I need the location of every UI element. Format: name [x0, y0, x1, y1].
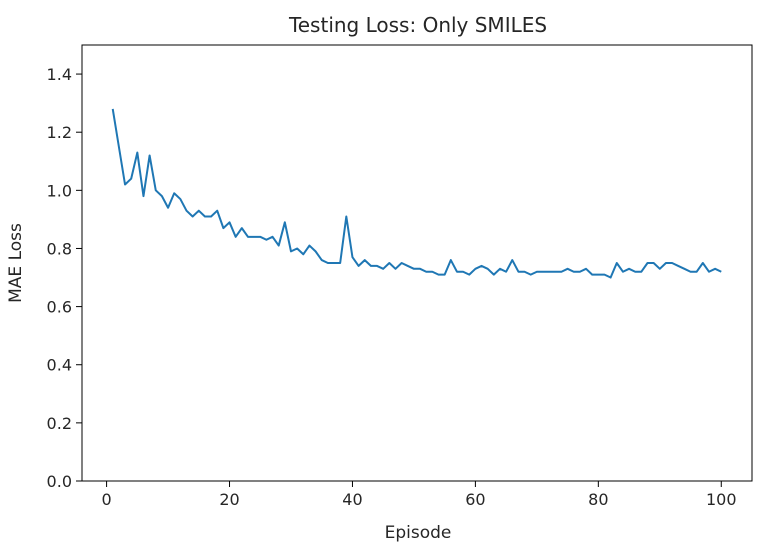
y-axis: 0.0 0.2 0.4 0.6 0.8 1.0 1.2 1.4: [47, 65, 82, 491]
x-axis-label: Episode: [385, 523, 452, 543]
plot-area: [111, 108, 722, 279]
y-tick-label: 1.4: [47, 65, 72, 84]
x-axis: 0 20 40 60 80 100: [101, 481, 737, 509]
x-tick-label: 0: [101, 490, 111, 509]
y-tick-label: 0.0: [47, 472, 72, 491]
x-tick-label: 60: [465, 490, 485, 509]
series-line: [111, 108, 722, 279]
x-tick-label: 80: [588, 490, 608, 509]
y-tick-label: 0.8: [47, 239, 72, 258]
y-tick-label: 0.2: [47, 414, 72, 433]
x-tick-label: 40: [342, 490, 362, 509]
y-axis-label: MAE Loss: [6, 223, 26, 303]
y-tick-label: 1.0: [47, 181, 72, 200]
chart-title: Testing Loss: Only SMILES: [288, 13, 547, 37]
y-tick-label: 0.6: [47, 298, 72, 317]
plot-frame: [81, 44, 753, 482]
y-tick-label: 1.2: [47, 123, 72, 142]
x-tick-label: 20: [219, 490, 239, 509]
x-tick-label: 100: [706, 490, 737, 509]
y-tick-label: 0.4: [47, 356, 72, 375]
